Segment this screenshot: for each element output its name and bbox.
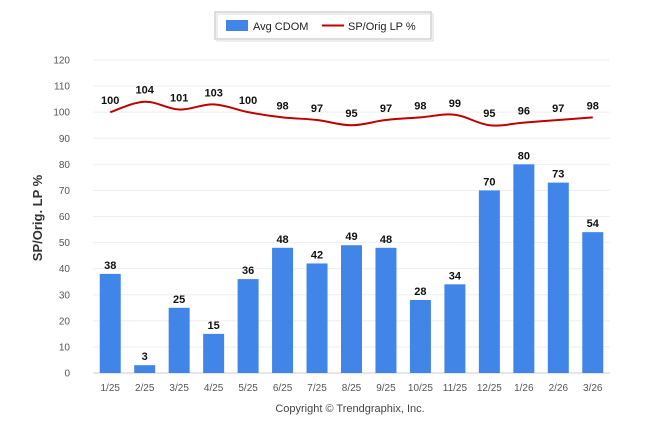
line-path [109,100,593,127]
x-tick-label: 1/26 [514,383,534,394]
bar-value-label: 70 [483,176,495,188]
bar-value-label: 3 [142,351,148,363]
y-tick-label: 40 [59,264,71,275]
bar [134,365,156,373]
line-value-label: 104 [136,85,155,97]
bar-value-label: 36 [242,265,254,277]
x-tick-label: 3/25 [169,383,189,394]
line-value-label: 101 [170,93,188,105]
line-value-label: 98 [276,100,288,112]
x-tick-label: 3/26 [583,383,603,394]
line-value-label: 97 [380,103,392,115]
bar-value-label: 49 [345,231,357,243]
line-value-label: 98 [414,100,426,112]
copyright-footer: Copyright © Trendgraphix, Inc. [275,403,424,415]
bar [409,299,431,373]
bar-data-labels: 38 3 25 15 36 48 42 49 48 28 34 70 80 73 54 [104,150,600,363]
bar [99,273,121,373]
x-tick-label: 8/25 [342,383,362,394]
y-tick-label: 100 [53,108,70,119]
y-tick-label: 90 [59,134,71,145]
bar-value-label: 48 [380,234,392,246]
bar [272,247,294,373]
y-tick-label: 70 [59,186,71,197]
line-value-label: 95 [483,108,495,120]
y-tick-label: 120 [53,56,70,67]
line-series [109,100,593,127]
y-tick-label: 110 [54,82,70,93]
bar [306,263,328,373]
line-value-label: 97 [311,103,323,115]
bar-value-label: 34 [449,270,462,282]
y-tick-label: 0 [64,369,70,380]
x-tick-label: 11/25 [443,383,468,394]
line-value-label: 103 [204,87,222,99]
bar-value-label: 25 [173,294,185,306]
x-tick-label: 7/25 [307,383,327,394]
y-axis-label: SP/Orig. LP % [30,174,45,261]
y-tick-label: 60 [59,212,71,223]
x-tick-label: 12/25 [477,383,502,394]
y-axis-ticks: 0 10 20 30 40 50 60 70 80 90 100 110 120 [53,56,70,380]
bar-series [99,164,604,373]
bar [478,190,500,373]
y-tick-label: 20 [59,316,71,327]
bar [547,182,569,373]
bar [444,284,466,373]
line-value-label: 100 [101,95,119,107]
y-tick-label: 30 [59,290,71,301]
y-tick-label: 10 [59,342,71,353]
bar-value-label: 38 [104,260,116,272]
bar-value-label: 15 [208,320,220,332]
bar [237,279,259,373]
y-tick-label: 50 [59,238,71,249]
x-tick-label: 10/25 [408,383,433,394]
x-tick-label: 4/25 [204,383,224,394]
line-value-label: 95 [345,108,357,120]
legend-label-sp-orig-lp: SP/Orig LP % [348,21,416,33]
x-tick-label: 9/25 [376,383,396,394]
legend-label-avg-cdom: Avg CDOM [253,21,308,33]
bar-value-label: 42 [311,249,323,261]
bar-value-label: 80 [518,150,530,162]
x-axis-ticks: 1/25 2/25 3/25 4/25 5/25 6/25 7/25 8/25 9/25 10/2… [100,383,602,394]
x-tick-label: 6/25 [273,383,293,394]
line-value-label: 97 [552,103,564,115]
x-tick-label: 2/25 [135,383,155,394]
bar [341,245,362,373]
bar-value-label: 48 [276,234,288,246]
bar [203,333,225,373]
line-data-labels: 100 104 101 103 100 98 97 95 97 98 99 95 96 97 98 [101,85,599,120]
y-tick-label: 80 [59,160,71,171]
bar-value-label: 28 [414,286,426,298]
line-value-label: 99 [449,98,461,110]
line-value-label: 96 [518,106,530,118]
bar [582,232,604,373]
legend: Avg CDOM SP/Orig LP % [214,11,434,42]
bar-value-label: 54 [587,218,600,230]
legend-swatch-avg-cdom [226,20,248,31]
bar [513,164,535,373]
bar-value-label: 73 [552,169,564,181]
line-value-label: 100 [239,95,257,107]
x-tick-label: 5/25 [238,383,258,394]
bar [375,247,397,373]
x-tick-label: 1/25 [100,383,120,394]
x-tick-label: 2/26 [549,383,569,394]
line-value-label: 98 [587,100,599,112]
bar [168,307,190,373]
